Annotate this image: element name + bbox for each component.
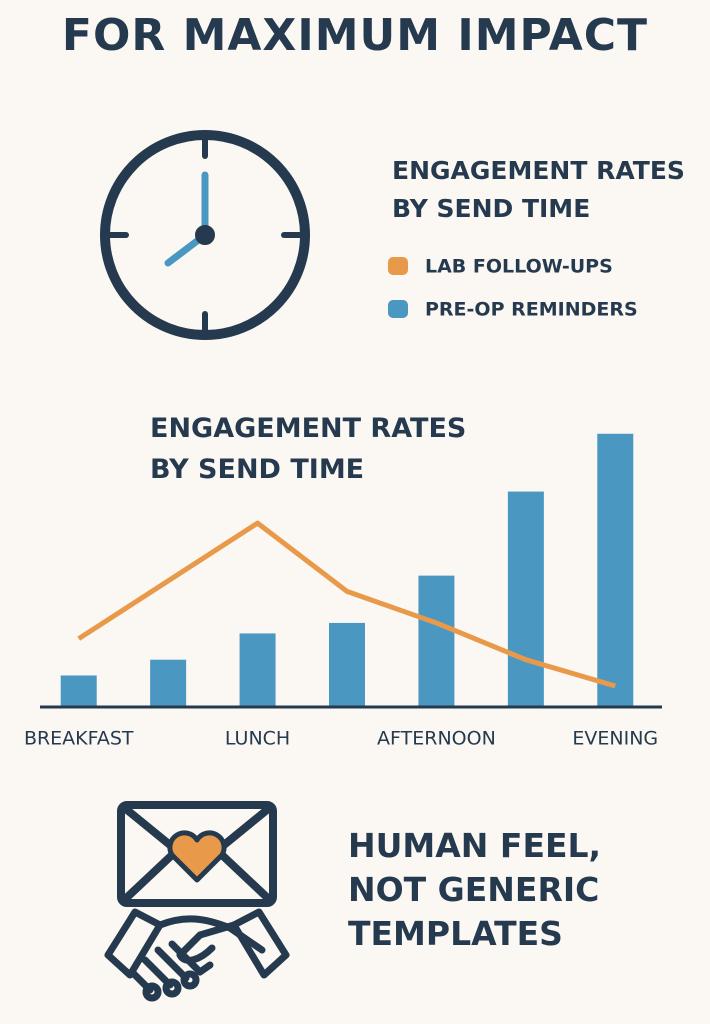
line xyxy=(77,520,616,689)
legend-label: LAB FOLLOW-UPS xyxy=(425,256,613,278)
page-title: FOR MAXIMUM IMPACT xyxy=(61,10,649,61)
legend-label: PRE-OP REMINDERS xyxy=(425,299,638,321)
bar xyxy=(418,575,455,707)
clock-icon xyxy=(100,130,310,340)
bar xyxy=(150,659,187,707)
bar xyxy=(507,491,544,707)
x-tick-label: AFTERNOON xyxy=(377,728,496,750)
x-tick-label: BREAKFAST xyxy=(24,728,134,750)
bar xyxy=(239,633,276,707)
handshake-icon xyxy=(104,908,290,1002)
legend-heading: ENGAGEMENT RATES BY SEND TIME xyxy=(392,156,685,223)
x-tick-label: EVENING xyxy=(572,728,658,750)
legend-swatch xyxy=(388,300,408,318)
footer-text: HUMAN FEEL, NOT GENERIC TEMPLATES xyxy=(348,826,602,953)
bar xyxy=(60,675,97,707)
chart-title: ENGAGEMENT RATES BY SEND TIME xyxy=(150,413,467,485)
envelope-icon xyxy=(117,801,277,907)
bar xyxy=(329,622,365,707)
x-tick-label: LUNCH xyxy=(225,728,290,750)
legend-swatch xyxy=(388,257,408,275)
bar xyxy=(597,433,634,707)
